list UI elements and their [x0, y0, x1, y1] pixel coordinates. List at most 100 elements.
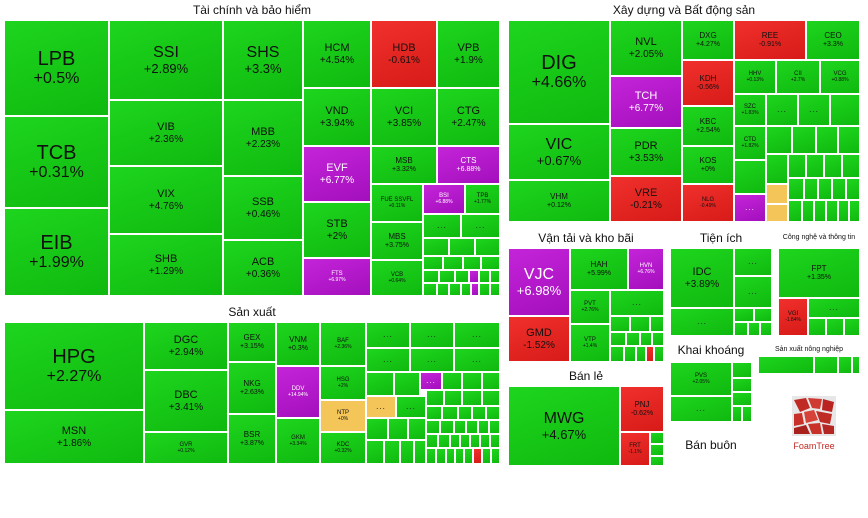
tile-PVS[interactable]: PVS +2.05% — [670, 362, 732, 396]
tile-mini[interactable] — [462, 372, 482, 390]
tile-mini[interactable] — [455, 270, 469, 283]
tile-DIG[interactable]: DIG +4.66% — [508, 20, 610, 124]
tile-mini[interactable] — [460, 434, 470, 448]
tile-mini[interactable] — [652, 332, 664, 346]
tile-mini[interactable] — [830, 94, 860, 126]
tile-mini[interactable] — [838, 126, 860, 154]
tile-mini[interactable] — [826, 200, 838, 222]
tile-FPT[interactable]: FPT +1.35% — [778, 248, 860, 298]
tile-SSI[interactable]: SSI +2.89% — [109, 20, 223, 100]
tile-VPB[interactable]: VPB +1.9% — [437, 20, 500, 88]
tile-mini[interactable] — [442, 372, 462, 390]
tile-mini[interactable] — [788, 200, 802, 222]
tile-mini[interactable] — [824, 154, 842, 178]
tile-mini[interactable] — [482, 390, 500, 406]
tile-mini[interactable] — [426, 406, 442, 420]
tile-mini[interactable] — [394, 372, 420, 396]
tile-mini[interactable] — [466, 420, 478, 434]
tile-mini[interactable] — [490, 283, 500, 296]
tile-mini[interactable] — [481, 256, 500, 270]
tile-mini[interactable] — [440, 420, 454, 434]
tile-mini[interactable] — [732, 378, 752, 392]
tile-mini[interactable] — [443, 256, 463, 270]
tile-TPB[interactable]: TPB +1.77% — [465, 184, 500, 214]
tile-EVF[interactable]: EVF +6.77% — [303, 146, 371, 202]
tile-mini[interactable] — [814, 200, 826, 222]
tile-small-group-18[interactable]: ... — [366, 396, 396, 418]
tile-mini[interactable] — [464, 448, 473, 464]
tile-mini[interactable] — [400, 440, 414, 464]
tile-mini[interactable] — [732, 362, 752, 378]
tile-mini[interactable] — [766, 204, 788, 222]
tile-mini[interactable] — [766, 184, 788, 204]
tile-VHM[interactable]: VHM +0.12% — [508, 180, 610, 222]
tile-mini[interactable] — [426, 420, 440, 434]
tile-CII[interactable]: CII +2.7% — [776, 60, 820, 94]
tile-MBS[interactable]: MBS +3.75% — [371, 222, 423, 260]
tile-VTP[interactable]: VTP +1.4% — [570, 324, 610, 362]
tile-HVN[interactable]: HVN +6.76% — [628, 248, 664, 290]
tile-mini[interactable] — [754, 308, 772, 322]
tile-mini[interactable] — [650, 432, 664, 444]
tile-small-group-2[interactable]: ... — [461, 214, 500, 238]
tile-ACB[interactable]: ACB +0.36% — [223, 240, 303, 296]
tile-VCI[interactable]: VCI +3.85% — [371, 88, 437, 146]
tile-FUESSVFL[interactable]: FUE SSVFL +0.11% — [371, 184, 423, 222]
tile-DXG[interactable]: DXG +4.27% — [682, 20, 734, 60]
tile-mini[interactable] — [478, 420, 489, 434]
tile-DBC[interactable]: DBC +3.41% — [144, 370, 228, 432]
tile-mini[interactable] — [469, 270, 479, 283]
tile-DGC[interactable]: DGC +2.94% — [144, 322, 228, 370]
tile-mini[interactable] — [366, 418, 388, 440]
tile-mini[interactable] — [650, 456, 664, 466]
tile-mini[interactable] — [423, 283, 437, 296]
tile-small-group-14[interactable]: ... — [366, 348, 410, 372]
tile-mini[interactable] — [646, 346, 654, 362]
tile-GEX[interactable]: GEX +3.15% — [228, 322, 276, 362]
tile-mini[interactable] — [826, 318, 844, 336]
tile-mini[interactable] — [852, 356, 860, 374]
tile-mini[interactable] — [842, 154, 860, 178]
tile-small-group-15[interactable]: ... — [410, 348, 454, 372]
tile-mini[interactable] — [838, 356, 852, 374]
tile-mini[interactable] — [423, 256, 443, 270]
tile-small-group-12[interactable]: ... — [410, 322, 454, 348]
tile-mini[interactable] — [788, 178, 804, 200]
tile-SZC[interactable]: SZC +1.83% — [734, 94, 766, 126]
tile-mini[interactable] — [846, 178, 860, 200]
tile-KOS[interactable]: KOS +0% — [682, 146, 734, 184]
tile-NVL[interactable]: NVL +2.05% — [610, 20, 682, 76]
tile-small-group-1[interactable]: ... — [423, 214, 461, 238]
tile-NLG[interactable]: NLG -0.49% — [682, 184, 734, 222]
tile-mini[interactable] — [802, 200, 814, 222]
tile-mini[interactable] — [766, 126, 792, 154]
tile-VRE[interactable]: VRE -0.21% — [610, 176, 682, 222]
tile-KBC[interactable]: KBC +2.54% — [682, 106, 734, 146]
tile-mini[interactable] — [426, 448, 436, 464]
tile-small-group-17[interactable]: ... — [420, 372, 442, 390]
tile-PNJ[interactable]: PNJ -0.62% — [620, 386, 664, 432]
tile-mini[interactable] — [437, 283, 449, 296]
tile-HSG[interactable]: HSG +2% — [320, 366, 366, 400]
tile-mini[interactable] — [742, 406, 752, 422]
tile-small-group-10[interactable]: ... — [808, 298, 860, 318]
tile-mini[interactable] — [482, 372, 500, 390]
tile-mini[interactable] — [471, 283, 479, 296]
tile-SSB[interactable]: SSB +0.46% — [223, 176, 303, 240]
tile-mini[interactable] — [792, 126, 816, 154]
tile-TCH[interactable]: TCH +6.77% — [610, 76, 682, 128]
tile-mini[interactable] — [442, 406, 458, 420]
tile-PDR[interactable]: PDR +3.53% — [610, 128, 682, 176]
tile-VND[interactable]: VND +3.94% — [303, 88, 371, 146]
tile-FTS[interactable]: FTS +6.97% — [303, 258, 371, 296]
tile-mini[interactable] — [388, 418, 408, 440]
tile-PVT[interactable]: PVT +2.76% — [570, 290, 610, 324]
tile-mini[interactable] — [446, 448, 455, 464]
tile-VIX[interactable]: VIX +4.76% — [109, 166, 223, 234]
tile-CEO[interactable]: CEO +3.3% — [806, 20, 860, 60]
tile-VJC[interactable]: VJC +6.98% — [508, 248, 570, 316]
tile-mini[interactable] — [849, 200, 860, 222]
tile-small-group-13[interactable]: ... — [454, 322, 500, 348]
tile-HDB[interactable]: HDB -0.61% — [371, 20, 437, 88]
tile-VCB[interactable]: VCB +0.64% — [371, 260, 423, 296]
